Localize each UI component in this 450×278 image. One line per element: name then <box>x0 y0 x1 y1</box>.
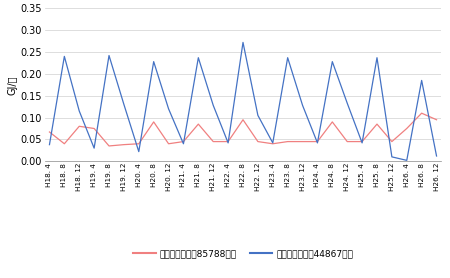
Y-axis label: GJ/㎡: GJ/㎡ <box>8 75 18 95</box>
Legend: ボイラー病院（85788㎡）, 冷温水発生機（44867㎡）: ボイラー病院（85788㎡）, 冷温水発生機（44867㎡） <box>130 245 356 262</box>
